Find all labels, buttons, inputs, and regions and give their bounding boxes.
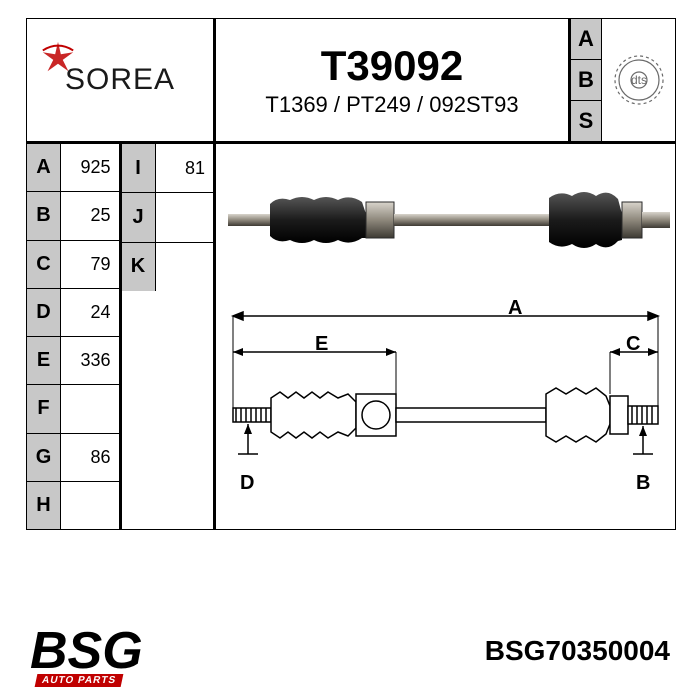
dim-lab-A: A	[27, 144, 61, 191]
dim-lab-I: I	[122, 144, 156, 192]
abs-b: B	[571, 60, 601, 101]
abs-s: S	[571, 101, 601, 141]
footer-bar: BSG AUTO PARTS BSG70350004	[0, 602, 700, 700]
dim-val-E: 336	[61, 337, 119, 384]
abs-box: A B S dts	[571, 19, 675, 141]
dim-val-J	[156, 193, 214, 241]
dim-lab-E: E	[27, 337, 61, 384]
dim-label-B: B	[636, 472, 650, 495]
diagram-area: A E C D B	[216, 144, 675, 529]
abs-a: A	[571, 19, 601, 60]
footer-sku: BSG70350004	[485, 635, 670, 667]
dim-lab-B: B	[27, 192, 61, 239]
dim-val-A: 925	[61, 144, 119, 191]
dim-lab-D: D	[27, 289, 61, 336]
footer-brand-sub: AUTO PARTS	[35, 674, 124, 687]
dim-val-K	[156, 243, 214, 291]
dim-lab-C: C	[27, 241, 61, 288]
dim-lab-F: F	[27, 385, 61, 432]
dim-col-left: A925 B25 C79 D24 E336 F G86 H	[27, 144, 119, 529]
dim-val-I: 81	[156, 144, 214, 192]
dts-label: dts	[630, 73, 646, 87]
dim-label-A: A	[508, 297, 522, 320]
dim-label-D: D	[240, 472, 254, 495]
footer-brand-text: BSG	[30, 622, 143, 680]
dim-val-G: 86	[61, 434, 119, 481]
abs-letters: A B S	[571, 19, 601, 141]
brand-box: SOREA	[27, 19, 216, 141]
gear-icon: dts	[608, 49, 670, 111]
header-row: SOREA T39092 T1369 / PT249 / 092ST93 A B…	[27, 19, 675, 144]
dim-val-D: 24	[61, 289, 119, 336]
dim-label-C: C	[626, 333, 640, 356]
main-part-number: T39092	[321, 42, 463, 90]
dim-lab-J: J	[122, 193, 156, 241]
dts-gear-box: dts	[601, 19, 675, 141]
dim-lab-K: K	[122, 243, 156, 291]
dim-val-C: 79	[61, 241, 119, 288]
dim-lab-H: H	[27, 482, 61, 529]
alt-part-numbers: T1369 / PT249 / 092ST93	[265, 92, 518, 118]
part-title-box: T39092 T1369 / PT249 / 092ST93	[216, 19, 571, 141]
footer-brand-logo: BSG AUTO PARTS	[30, 621, 143, 681]
mid-section: A925 B25 C79 D24 E336 F G86 H I81 J K	[27, 144, 675, 529]
axle-photo	[218, 144, 674, 294]
brand-name: SOREA	[65, 63, 175, 97]
dim-col-right: I81 J K	[119, 144, 214, 529]
dim-val-F	[61, 385, 119, 432]
dim-lab-G: G	[27, 434, 61, 481]
axle-line-drawing	[218, 294, 674, 529]
dim-val-B: 25	[61, 192, 119, 239]
dim-val-H	[61, 482, 119, 529]
dimension-table: A925 B25 C79 D24 E336 F G86 H I81 J K	[27, 144, 216, 529]
dim-label-E: E	[315, 333, 328, 356]
spec-card: SOREA T39092 T1369 / PT249 / 092ST93 A B…	[26, 18, 676, 530]
